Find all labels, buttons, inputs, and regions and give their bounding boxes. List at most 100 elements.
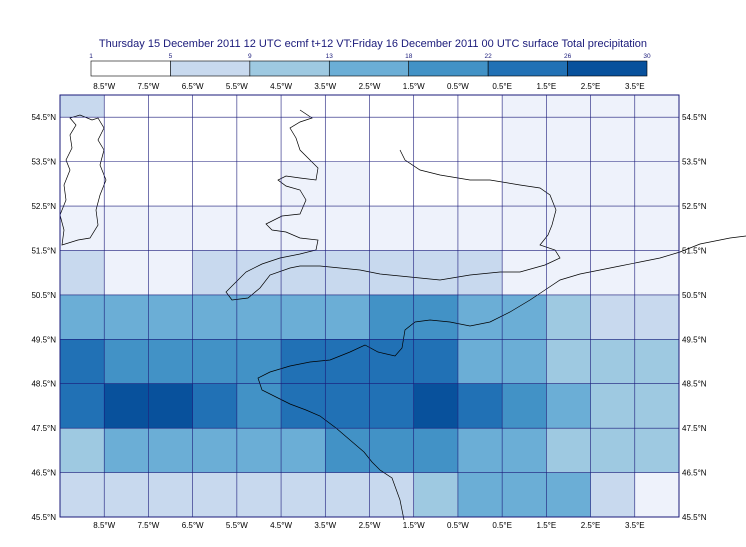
precip-cell — [104, 95, 149, 118]
precip-cell — [634, 206, 679, 251]
lon-label-top: 3.5°E — [625, 82, 645, 91]
lon-label-bottom: 3.5°E — [625, 521, 645, 530]
precip-cell — [192, 294, 237, 340]
precip-cell — [325, 161, 370, 207]
precip-cell — [634, 383, 679, 429]
precip-cell — [60, 294, 105, 340]
precip-cell — [413, 117, 458, 162]
precip-cell — [457, 428, 503, 473]
precip-cell — [369, 117, 414, 162]
precip-cell — [502, 294, 547, 340]
legend-level: 30 — [643, 53, 651, 60]
precip-cell — [148, 294, 193, 340]
legend-level: 26 — [564, 53, 572, 60]
precip-cell — [236, 117, 282, 162]
precip-cell — [457, 383, 503, 429]
precip-cell — [325, 383, 370, 429]
precip-cell — [590, 250, 635, 295]
lon-label-bottom: 1.5°W — [403, 521, 425, 530]
precip-cell — [634, 294, 679, 340]
precip-cell — [369, 472, 414, 517]
lon-label-bottom: 0.5°W — [447, 521, 469, 530]
precip-cell — [60, 383, 105, 429]
lon-label-bottom: 6.5°W — [182, 521, 204, 530]
precip-cell — [236, 294, 282, 340]
precip-cell — [281, 339, 326, 384]
precip-cell — [546, 472, 591, 517]
lat-label-left: 48.5°N — [31, 380, 56, 389]
precip-cell — [634, 339, 679, 384]
precip-cell — [192, 472, 237, 517]
precip-cell — [546, 250, 591, 295]
lon-label-bottom: 2.5°E — [581, 521, 601, 530]
precip-cell — [457, 117, 503, 162]
precip-cell — [60, 250, 105, 295]
precip-cell — [590, 294, 635, 340]
precip-cell — [236, 161, 282, 207]
precip-cell — [148, 95, 193, 118]
precip-cell — [457, 206, 503, 251]
precip-cell — [60, 339, 105, 384]
precip-cell — [369, 95, 414, 118]
precip-cell — [590, 95, 635, 118]
lon-label-top: 7.5°W — [137, 82, 159, 91]
precip-cell — [546, 161, 591, 207]
precip-cell — [281, 472, 326, 517]
axis-labels: 8.5°W 8.5°W 7.5°W 7.5°W 6.5°W 6.5°W 5.5°W 5.5°W… — [31, 82, 706, 530]
precip-cell — [413, 206, 458, 251]
lon-label-bottom: 3.5°W — [314, 521, 336, 530]
precip-cell — [502, 472, 547, 517]
lat-label-right: 50.5°N — [682, 291, 707, 300]
precip-cell — [60, 117, 105, 162]
lat-label-right: 52.5°N — [682, 202, 707, 211]
precip-cell — [104, 294, 149, 340]
precip-cell — [590, 383, 635, 429]
lat-label-left: 54.5°N — [31, 113, 56, 122]
precip-cell — [502, 95, 547, 118]
precipitation-cells — [60, 95, 679, 517]
precip-cell — [369, 250, 414, 295]
precip-cell — [502, 428, 547, 473]
precip-cell — [104, 161, 149, 207]
color-legend: 1 5 9 13 18 22 26 30 — [89, 53, 651, 77]
legend-level: 9 — [248, 53, 252, 60]
precip-cell — [546, 294, 591, 340]
lon-label-bottom: 1.5°E — [537, 521, 557, 530]
lat-label-right: 47.5°N — [682, 424, 707, 433]
precip-cell — [236, 383, 282, 429]
precip-cell — [281, 206, 326, 251]
precip-cell — [148, 428, 193, 473]
precip-cell — [634, 428, 679, 473]
precip-cell — [546, 117, 591, 162]
precip-cell — [413, 428, 458, 473]
precip-cell — [457, 95, 503, 118]
lon-label-bottom: 2.5°W — [359, 521, 381, 530]
precip-cell — [236, 339, 282, 384]
precip-cell — [634, 472, 679, 517]
precip-cell — [104, 206, 149, 251]
precip-cell — [413, 161, 458, 207]
lon-label-bottom: 8.5°W — [93, 521, 115, 530]
precip-cell — [148, 250, 193, 295]
precip-cell — [546, 339, 591, 384]
precip-cell — [413, 95, 458, 118]
precip-cell — [236, 472, 282, 517]
precip-cell — [502, 161, 547, 207]
precip-cell — [546, 95, 591, 118]
lat-label-left: 47.5°N — [31, 424, 56, 433]
precip-cell — [148, 472, 193, 517]
precip-cell — [281, 250, 326, 295]
lon-label-bottom: 4.5°W — [270, 521, 292, 530]
precip-cell — [369, 339, 414, 384]
precip-cell — [60, 472, 105, 517]
precip-cell — [457, 294, 503, 340]
precip-cell — [634, 250, 679, 295]
lon-label-top: 8.5°W — [93, 82, 115, 91]
precip-cell — [413, 383, 458, 429]
lat-label-left: 51.5°N — [31, 246, 56, 255]
precip-cell — [104, 383, 149, 429]
lat-label-right: 46.5°N — [682, 469, 707, 478]
lon-label-bottom: 0.5°E — [492, 521, 512, 530]
precip-cell — [192, 428, 237, 473]
